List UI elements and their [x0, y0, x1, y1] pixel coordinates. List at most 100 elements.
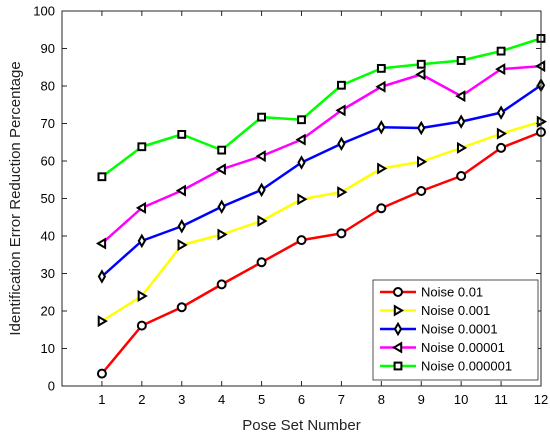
series-layer	[95, 33, 547, 379]
series-line	[101, 64, 542, 245]
series-line	[100, 130, 542, 375]
x-tick-label: 8	[378, 392, 385, 407]
legend-label: Noise 0.0001	[421, 322, 498, 337]
data-point	[256, 257, 267, 268]
data-point	[495, 63, 506, 76]
data-point	[296, 235, 307, 246]
x-tick-label: 11	[494, 392, 508, 407]
y-axis-ticks: 0 10 20 30 40 50 60 70 80 90 100	[33, 4, 541, 394]
y-tick-label: 10	[41, 341, 55, 356]
legend-label: Noise 0.001	[421, 303, 490, 318]
x-tick-label: 12	[534, 392, 548, 407]
data-point	[417, 120, 426, 136]
legend-marker	[392, 341, 403, 354]
y-tick-label: 50	[41, 191, 55, 206]
legend-item: Noise 0.001	[380, 303, 490, 318]
data-point	[455, 90, 466, 103]
series-1	[96, 127, 546, 379]
x-tick-label: 10	[454, 392, 468, 407]
data-point	[137, 290, 148, 302]
x-tick-label: 2	[138, 392, 145, 407]
y-tick-label: 90	[41, 41, 55, 56]
legend-marker	[393, 287, 403, 297]
y-tick-label: 70	[41, 116, 55, 131]
legend-item: Noise 0.000001	[380, 359, 512, 374]
data-point	[337, 136, 346, 151]
data-point	[96, 368, 107, 379]
data-point	[136, 320, 147, 331]
series-line	[101, 37, 542, 178]
data-point	[216, 279, 227, 290]
data-point	[295, 133, 306, 146]
data-point	[217, 199, 226, 214]
legend-item: Noise 0.0001	[380, 322, 498, 337]
x-tick-label: 6	[298, 392, 305, 407]
x-tick-label: 7	[338, 392, 345, 407]
data-point	[175, 184, 186, 197]
y-tick-label: 30	[41, 266, 55, 281]
data-point	[257, 182, 266, 198]
data-point	[217, 145, 227, 155]
data-point	[456, 141, 468, 154]
data-point	[415, 68, 426, 81]
x-tick-label: 4	[218, 392, 225, 407]
y-tick-label: 60	[41, 154, 55, 169]
y-tick-label: 20	[41, 304, 55, 319]
data-point	[97, 315, 108, 328]
data-point	[95, 237, 107, 250]
series-5	[97, 33, 546, 182]
data-point	[337, 186, 348, 199]
data-point	[417, 155, 428, 168]
data-point	[496, 127, 508, 140]
data-point	[376, 63, 386, 73]
data-point	[257, 112, 266, 122]
series-line	[101, 120, 542, 323]
y-tick-label: 0	[48, 379, 55, 394]
data-point	[255, 150, 266, 163]
data-point	[496, 105, 506, 120]
data-point	[416, 186, 427, 196]
x-axis-label: Pose Set Number	[242, 417, 360, 434]
data-point	[177, 129, 187, 139]
legend: Noise 0.01 Noise 0.001 Noise 0.0001 Noise 0…	[372, 279, 539, 381]
legend-marker	[393, 321, 403, 337]
data-point	[376, 203, 387, 214]
data-point	[97, 269, 107, 284]
y-tick-label: 40	[41, 229, 55, 244]
x-tick-label: 5	[258, 392, 265, 407]
x-tick-label: 1	[98, 392, 105, 407]
y-tick-label: 100	[33, 4, 55, 19]
data-point	[257, 215, 268, 227]
data-point	[377, 162, 388, 175]
data-point	[457, 114, 466, 129]
data-point	[135, 201, 147, 214]
x-tick-label: 3	[178, 392, 185, 407]
series-3	[97, 78, 546, 284]
data-point	[336, 228, 347, 239]
data-point	[297, 155, 306, 170]
legend-marker	[393, 304, 404, 317]
y-tick-label: 80	[41, 79, 55, 94]
data-point	[215, 163, 226, 176]
data-point	[137, 142, 147, 152]
x-tick-label: 9	[418, 392, 425, 407]
legend-label: Noise 0.000001	[421, 359, 512, 374]
data-point	[176, 302, 187, 313]
data-point	[335, 104, 346, 117]
data-point	[97, 172, 107, 182]
data-point	[496, 46, 506, 56]
data-point	[456, 171, 467, 181]
data-point	[217, 228, 228, 241]
legend-label: Noise 0.01	[421, 285, 483, 300]
legend-marker	[393, 361, 403, 371]
legend-item: Noise 0.00001	[380, 340, 505, 355]
series-4	[95, 60, 546, 250]
data-point	[496, 142, 507, 153]
y-axis-label: Identification Error Reduction Percentag…	[7, 61, 24, 335]
data-point	[375, 80, 386, 93]
data-point	[177, 219, 186, 234]
data-point	[177, 239, 188, 251]
data-point	[137, 233, 146, 249]
data-point	[456, 56, 466, 65]
